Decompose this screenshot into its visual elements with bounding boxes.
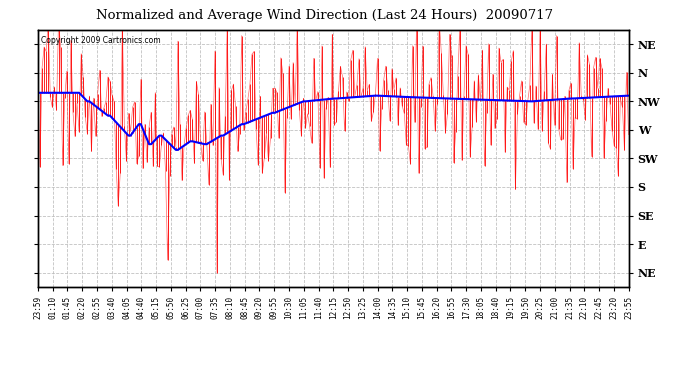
Text: Normalized and Average Wind Direction (Last 24 Hours)  20090717: Normalized and Average Wind Direction (L… <box>96 9 553 22</box>
Text: Copyright 2009 Cartronics.com: Copyright 2009 Cartronics.com <box>41 36 161 45</box>
